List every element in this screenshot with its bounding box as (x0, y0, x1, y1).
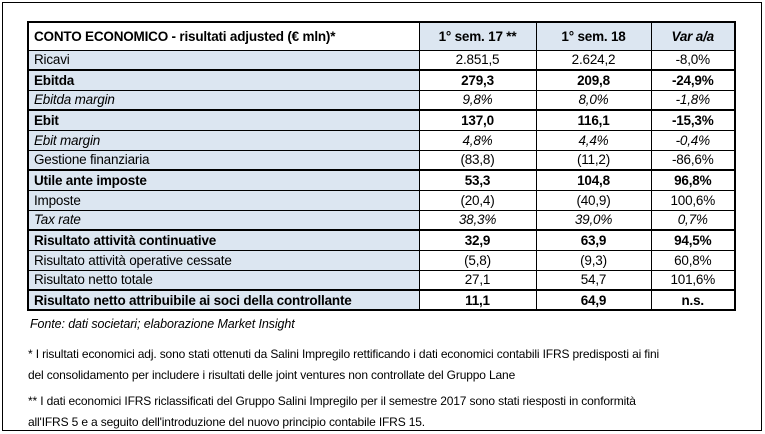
value-sem18: 39,0% (535, 209, 652, 231)
footnote-adjusted: * I risultati economici adj. sono stati … (28, 347, 660, 382)
table-row-gestione-finanziaria: Gestione finanziaria (83,8) (11,2) -86,6… (27, 149, 736, 171)
value-sem17: 2.851,5 (418, 49, 537, 71)
table-row-ricavi: Ricavi 2.851,5 2.624,2 -8,0% (27, 49, 736, 71)
value-sem18: 209,8 (535, 69, 652, 91)
table-title: CONTO ECONOMICO - risultati adjusted (€ … (27, 21, 420, 51)
table-row-ebit: Ebit 137,0 116,1 -15,3% (27, 109, 736, 131)
value-sem18: 54,7 (535, 269, 652, 291)
value-sem17: 11,1 (418, 289, 537, 311)
table-header-row: CONTO ECONOMICO - risultati adjusted (€ … (27, 21, 736, 51)
value-sem18: 8,0% (535, 89, 652, 111)
value-sem17: (5,8) (418, 249, 537, 271)
value-sem17: 9,8% (418, 89, 537, 111)
value-var: 101,6% (650, 269, 736, 291)
value-var: 96,8% (650, 169, 736, 191)
value-sem18: 64,9 (535, 289, 652, 311)
column-header-sem17: 1° sem. 17 ** (418, 21, 537, 51)
row-label: Ebit (27, 109, 420, 131)
value-sem17: 38,3% (418, 209, 537, 231)
row-label: Risultato attività continuative (27, 229, 420, 251)
table-row-risultato-attivita-continuative: Risultato attività continuative 32,9 63,… (27, 229, 736, 251)
value-sem17: 53,3 (418, 169, 537, 191)
row-label: Ebit margin (27, 129, 420, 151)
row-label: Ebitda margin (27, 89, 420, 111)
table-row-ebitda-margin: Ebitda margin 9,8% 8,0% -1,8% (27, 89, 736, 111)
value-var: -86,6% (650, 149, 736, 171)
row-label: Imposte (27, 189, 420, 211)
table-row-risultato-netto-controllante: Risultato netto attribuibile ai soci del… (27, 289, 736, 311)
table-row-utile-ante-imposte: Utile ante imposte 53,3 104,8 96,8% (27, 169, 736, 191)
value-var: 100,6% (650, 189, 736, 211)
value-sem17: 32,9 (418, 229, 537, 251)
value-sem17: (83,8) (418, 149, 537, 171)
table-row-tax-rate: Tax rate 38,3% 39,0% 0,7% (27, 209, 736, 231)
value-var: -1,8% (650, 89, 736, 111)
value-sem18: (40,9) (535, 189, 652, 211)
conto-economico-table: CONTO ECONOMICO - risultati adjusted (€ … (27, 21, 736, 311)
row-label: Ricavi (27, 49, 420, 71)
value-sem18: (9,3) (535, 249, 652, 271)
value-sem17: 4,8% (418, 129, 537, 151)
value-var: 94,5% (650, 229, 736, 251)
footnote-ifrs: ** I dati economici IFRS riclassificati … (28, 394, 636, 429)
table-row-ebitda: Ebitda 279,3 209,8 -24,9% (27, 69, 736, 91)
value-var: n.s. (650, 289, 736, 311)
value-var: -15,3% (650, 109, 736, 131)
table-row-risultato-attivita-operative-cessate: Risultato attività operative cessate (5,… (27, 249, 736, 271)
value-var: -8,0% (650, 49, 736, 71)
row-label: Risultato netto attribuibile ai soci del… (27, 289, 420, 311)
column-header-var: Var a/a (650, 21, 736, 51)
row-label: Utile ante imposte (27, 169, 420, 191)
value-sem18: (11,2) (535, 149, 652, 171)
row-label: Risultato attività operative cessate (27, 249, 420, 271)
value-sem18: 63,9 (535, 229, 652, 251)
value-sem18: 4,4% (535, 129, 652, 151)
value-sem17: 27,1 (418, 269, 537, 291)
table-row-ebit-margin: Ebit margin 4,8% 4,4% -0,4% (27, 129, 736, 151)
row-label: Ebitda (27, 69, 420, 91)
row-label: Gestione finanziaria (27, 149, 420, 171)
value-sem18: 2.624,2 (535, 49, 652, 71)
value-sem18: 116,1 (535, 109, 652, 131)
value-var: 60,8% (650, 249, 736, 271)
value-var: -24,9% (650, 69, 736, 91)
value-var: 0,7% (650, 209, 736, 231)
column-header-sem18: 1° sem. 18 (535, 21, 652, 51)
value-sem17: 137,0 (418, 109, 537, 131)
source-note: Fonte: dati societari; elaborazione Mark… (30, 317, 295, 331)
row-label: Risultato netto totale (27, 269, 420, 291)
value-var: -0,4% (650, 129, 736, 151)
value-sem18: 104,8 (535, 169, 652, 191)
table-row-imposte: Imposte (20,4) (40,9) 100,6% (27, 189, 736, 211)
row-label: Tax rate (27, 209, 420, 231)
table-row-risultato-netto-totale: Risultato netto totale 27,1 54,7 101,6% (27, 269, 736, 291)
value-sem17: 279,3 (418, 69, 537, 91)
value-sem17: (20,4) (418, 189, 537, 211)
